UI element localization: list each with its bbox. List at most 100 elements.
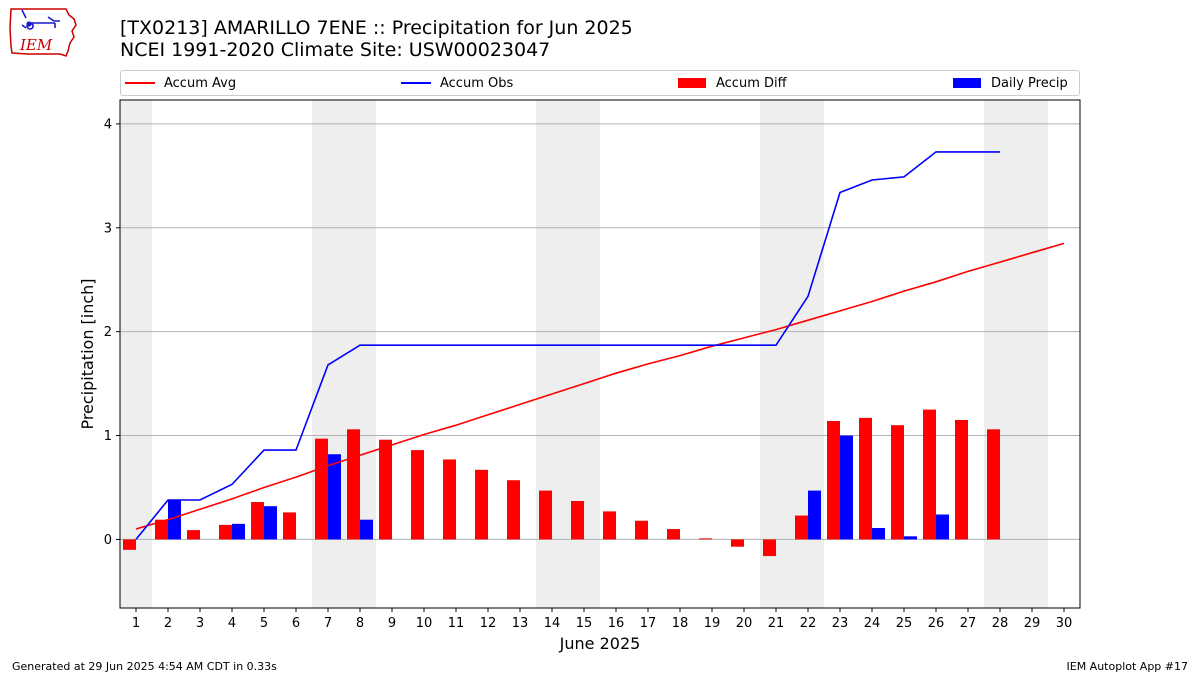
- x-tick-label: 30: [1056, 616, 1073, 631]
- accum-diff-bar: [251, 502, 264, 540]
- accum-diff-bar: [347, 429, 360, 540]
- x-tick-label: 28: [992, 616, 1009, 631]
- x-tick-label: 16: [608, 616, 625, 631]
- app-label: IEM Autoplot App #17: [1066, 660, 1189, 673]
- x-tick-label: 12: [480, 616, 497, 631]
- accum-diff-bar: [635, 520, 648, 540]
- x-tick-label: 11: [448, 616, 465, 631]
- daily-precip-bar: [168, 499, 181, 540]
- weekend-shade: [120, 100, 152, 608]
- accum-diff-bar: [155, 519, 168, 540]
- accum-diff-bar: [699, 538, 712, 540]
- accum-diff-bar: [603, 511, 616, 540]
- x-tick-label: 15: [576, 616, 593, 631]
- y-tick-label: 1: [104, 429, 112, 444]
- x-tick-label: 22: [800, 616, 817, 631]
- accum-diff-bar: [923, 409, 936, 540]
- x-tick-label: 18: [672, 616, 689, 631]
- accum-diff-bar: [187, 530, 200, 540]
- accum-diff-bar: [987, 429, 1000, 540]
- x-axis-label: June 2025: [559, 634, 641, 653]
- daily-precip-bar: [232, 523, 245, 540]
- chart-title: [TX0213] AMARILLO 7ENE :: Precipitation …: [120, 17, 633, 39]
- x-tick-label: 29: [1024, 616, 1041, 631]
- accum-diff-bar: [571, 500, 584, 540]
- y-tick-label: 0: [104, 533, 112, 548]
- x-tick-label: 27: [960, 616, 977, 631]
- accum-diff-bar: [891, 425, 904, 540]
- iem-logo: IEM: [8, 6, 80, 58]
- x-tick-label: 20: [736, 616, 753, 631]
- accum-diff-bar: [219, 524, 232, 540]
- x-tick-label: 25: [896, 616, 913, 631]
- x-tick-label: 24: [864, 616, 881, 631]
- legend-item-accum-diff: Accum Diff: [678, 71, 787, 95]
- x-tick-label: 8: [356, 616, 364, 631]
- legend-label: Accum Diff: [716, 75, 787, 91]
- accum-diff-bar: [315, 438, 328, 540]
- legend: Accum Avg Accum Obs Accum Diff Daily Pre…: [120, 70, 1080, 96]
- daily-precip-bar: [808, 490, 821, 540]
- generated-timestamp: Generated at 29 Jun 2025 4:54 AM CDT in …: [12, 660, 277, 673]
- x-tick-label: 17: [640, 616, 657, 631]
- accum-diff-bar: [763, 539, 776, 557]
- y-tick-label: 3: [104, 221, 112, 236]
- accum-diff-bar: [507, 480, 520, 540]
- svg-text:IEM: IEM: [19, 36, 53, 54]
- daily-precip-bar: [904, 536, 917, 540]
- legend-label: Accum Obs: [440, 75, 514, 91]
- accum-diff-bar: [443, 459, 456, 540]
- x-tick-label: 2: [164, 616, 172, 631]
- accum-diff-bar: [475, 469, 488, 540]
- accum-diff-bar: [667, 529, 680, 540]
- x-tick-label: 5: [260, 616, 268, 631]
- x-tick-label: 7: [324, 616, 332, 631]
- accum-diff-swatch-icon: [678, 78, 706, 88]
- accum-avg-line-icon: [125, 82, 155, 84]
- daily-precip-bar: [328, 454, 341, 540]
- accum-diff-bar: [859, 417, 872, 540]
- x-tick-label: 21: [768, 616, 785, 631]
- accum-diff-bar: [827, 421, 840, 540]
- x-tick-label: 1: [132, 616, 140, 631]
- legend-item-accum-obs: Accum Obs: [401, 71, 513, 95]
- plot-frame: [119, 99, 1081, 609]
- x-tick-label: 19: [704, 616, 721, 631]
- y-tick-label: 4: [104, 117, 112, 132]
- accum-diff-bar: [411, 450, 424, 540]
- x-tick-label: 26: [928, 616, 945, 631]
- accum-diff-bar: [123, 539, 136, 550]
- x-tick-label: 23: [832, 616, 849, 631]
- y-axis-label: Precipitation [inch]: [78, 278, 97, 429]
- daily-precip-swatch-icon: [953, 78, 981, 88]
- daily-precip-bar: [360, 519, 373, 540]
- daily-precip-bar: [840, 435, 853, 540]
- x-tick-label: 13: [512, 616, 529, 631]
- accum-obs-line-icon: [401, 82, 431, 84]
- accum-diff-bar: [731, 539, 744, 547]
- weather-station-icon: [21, 9, 60, 30]
- accum-diff-bar: [539, 490, 552, 540]
- accum-diff-bar: [955, 419, 968, 540]
- x-tick-label: 3: [196, 616, 204, 631]
- accum-avg-line: [135, 242, 1065, 530]
- y-tick-label: 2: [104, 325, 112, 340]
- x-tick-label: 6: [292, 616, 300, 631]
- daily-precip-bar: [936, 514, 949, 540]
- legend-label: Daily Precip: [991, 75, 1068, 91]
- legend-label: Accum Avg: [164, 75, 237, 91]
- accum-diff-bar: [379, 439, 392, 540]
- x-tick-label: 4: [228, 616, 236, 631]
- accum-diff-bar: [795, 515, 808, 540]
- x-tick-label: 14: [544, 616, 561, 631]
- daily-precip-bar: [872, 528, 885, 540]
- x-tick-label: 10: [416, 616, 433, 631]
- accum-obs-line: [135, 151, 1000, 540]
- legend-item-daily-precip: Daily Precip: [953, 71, 1068, 95]
- daily-precip-bar: [264, 506, 277, 540]
- chart-subtitle: NCEI 1991-2020 Climate Site: USW00023047: [120, 39, 551, 61]
- x-tick-label: 9: [388, 616, 396, 631]
- accum-diff-bar: [283, 512, 296, 540]
- legend-item-accum-avg: Accum Avg: [125, 71, 236, 95]
